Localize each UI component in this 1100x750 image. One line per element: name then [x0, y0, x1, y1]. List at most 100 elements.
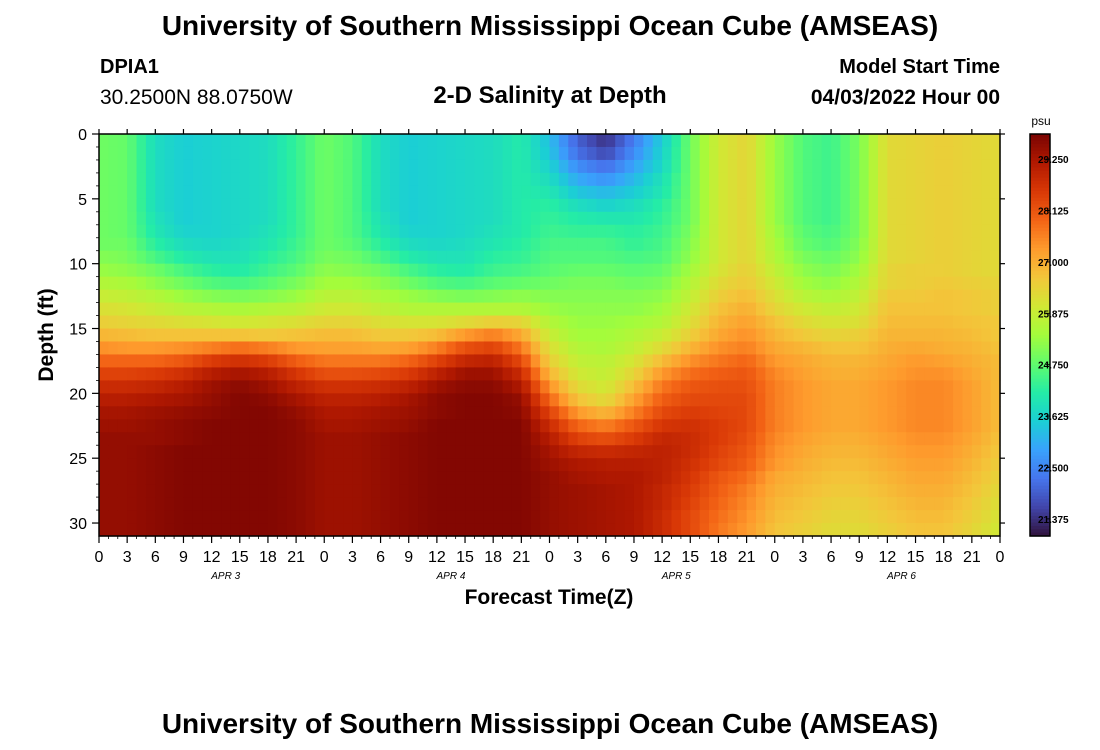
heatmap-cell — [943, 276, 954, 291]
heatmap-cell — [99, 159, 109, 174]
heatmap-cell — [690, 367, 701, 381]
heatmap-cell — [887, 211, 898, 226]
heatmap-cell — [793, 458, 804, 472]
heatmap-cell — [558, 380, 569, 394]
heatmap-cell — [802, 134, 813, 148]
heatmap-cell — [549, 406, 560, 420]
heatmap-cell — [183, 484, 194, 498]
heatmap-cell — [371, 510, 382, 524]
heatmap-cell — [924, 146, 935, 161]
heatmap-cell — [389, 134, 400, 148]
heatmap-cell — [127, 289, 138, 304]
heatmap-cell — [765, 263, 776, 278]
heatmap-cell — [530, 146, 541, 161]
heatmap-cell — [924, 367, 935, 381]
heatmap-cell — [511, 406, 522, 420]
heatmap-cell — [953, 471, 964, 485]
heatmap-cell — [915, 354, 926, 369]
heatmap-cell — [296, 315, 307, 330]
heatmap-cell — [596, 211, 607, 226]
heatmap-cell — [239, 289, 250, 304]
heatmap-cell — [981, 380, 992, 394]
colorbar-segment — [1030, 472, 1050, 477]
heatmap-cell — [202, 497, 213, 511]
heatmap-cell — [671, 328, 682, 343]
heatmap-cell — [127, 263, 138, 278]
heatmap-cell — [633, 302, 644, 317]
heatmap-cell — [389, 406, 400, 420]
colorbar-segment — [1030, 251, 1050, 256]
heatmap-cell — [596, 276, 607, 291]
heatmap-cell — [558, 198, 569, 213]
x-tick-label: 21 — [738, 549, 756, 566]
heatmap-cell — [718, 354, 729, 369]
heatmap-cell — [737, 224, 748, 239]
heatmap-cell — [258, 445, 269, 459]
heatmap-cell — [371, 159, 382, 174]
heatmap-cell — [174, 419, 185, 433]
heatmap-cell — [624, 302, 635, 317]
heatmap-cell — [136, 237, 147, 252]
heatmap-cell — [314, 146, 325, 161]
heatmap-cell — [615, 432, 626, 446]
heatmap-cell — [249, 406, 260, 420]
heatmap-cell — [727, 458, 738, 472]
heatmap-cell — [652, 354, 663, 369]
heatmap-cell — [174, 380, 185, 394]
heatmap-cell — [981, 484, 992, 498]
heatmap-cell — [305, 159, 316, 174]
heatmap-cell — [99, 380, 109, 394]
heatmap-cell — [230, 159, 241, 174]
heatmap-cell — [436, 263, 447, 278]
heatmap-cell — [145, 328, 156, 343]
heatmap-cell — [333, 367, 344, 381]
heatmap-cell — [596, 328, 607, 343]
heatmap-cell — [615, 419, 626, 433]
heatmap-cell — [333, 484, 344, 498]
heatmap-cell — [296, 497, 307, 511]
heatmap-cell — [643, 224, 654, 239]
heatmap-cell — [924, 510, 935, 524]
heatmap-cell — [230, 484, 241, 498]
heatmap-cell — [821, 510, 832, 524]
heatmap-cell — [192, 445, 203, 459]
heatmap-cell — [568, 172, 579, 187]
heatmap-cell — [361, 341, 372, 356]
heatmap-cell — [286, 198, 297, 213]
heatmap-cell — [831, 146, 842, 161]
heatmap-cell — [840, 380, 851, 394]
heatmap-cell — [981, 211, 992, 226]
heatmap-cell — [192, 159, 203, 174]
heatmap-cell — [924, 380, 935, 394]
heatmap-cell — [887, 315, 898, 330]
colorbar-segment — [1030, 177, 1050, 182]
heatmap-cell — [877, 328, 888, 343]
heatmap-cell — [727, 185, 738, 200]
colorbar-segment — [1030, 318, 1050, 323]
heatmap-cell — [812, 393, 823, 407]
heatmap-cell — [371, 315, 382, 330]
heatmap-cell — [530, 263, 541, 278]
heatmap-cell — [296, 237, 307, 252]
heatmap-cell — [436, 146, 447, 161]
heatmap-cell — [192, 276, 203, 291]
heatmap-cell — [596, 523, 607, 537]
heatmap-cell — [784, 341, 795, 356]
heatmap-cell — [436, 237, 447, 252]
colorbar-segment — [1030, 331, 1050, 336]
heatmap-cell — [286, 328, 297, 343]
heatmap-cell — [934, 276, 945, 291]
heatmap-cell — [361, 315, 372, 330]
heatmap-cell — [352, 497, 363, 511]
heatmap-cell — [737, 302, 748, 317]
heatmap-cell — [455, 367, 466, 381]
heatmap-cell — [305, 198, 316, 213]
colorbar-segment — [1030, 355, 1050, 360]
heatmap-cell — [183, 445, 194, 459]
heatmap-cell — [343, 198, 354, 213]
heatmap-cell — [465, 484, 476, 498]
heatmap-cell — [502, 354, 513, 369]
heatmap-cell — [136, 302, 147, 317]
heatmap-cell — [324, 471, 335, 485]
heatmap-cell — [774, 354, 785, 369]
